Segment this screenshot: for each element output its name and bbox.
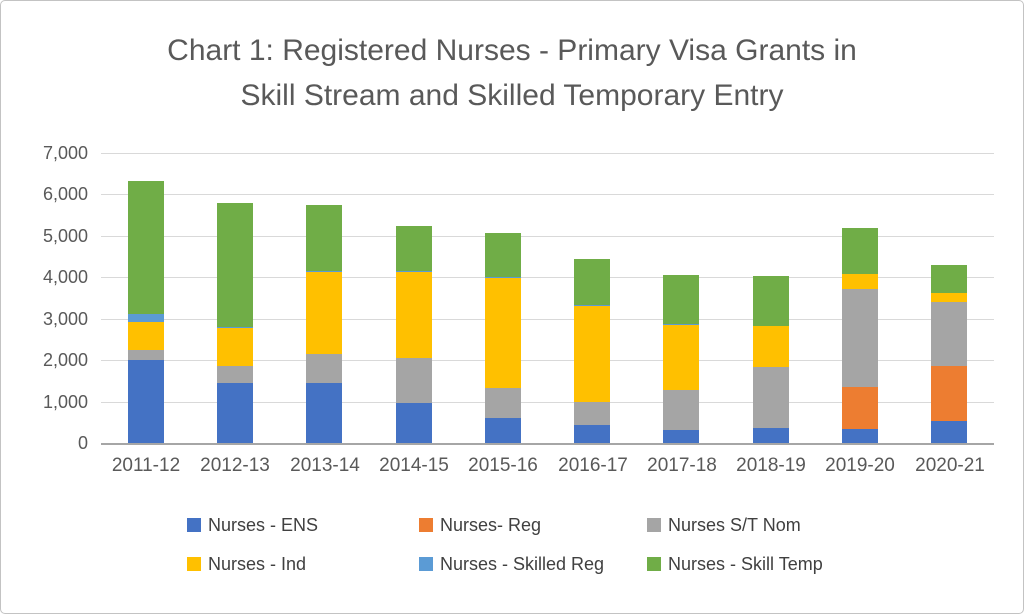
legend-item: Nurses - Ind [187,553,419,575]
legend-label: Nurses - Ind [208,553,307,574]
x-axis-label: 2017-18 [647,455,717,476]
y-axis-tick-label: 4,000 [42,267,88,287]
x-axis-label: 2013-14 [290,455,360,476]
legend-swatch [187,518,201,532]
bar-segment [842,428,878,443]
gridline [101,153,994,154]
bar-segment [306,204,342,272]
legend-swatch [419,557,433,571]
gridline [101,277,994,278]
bar-segment [574,424,610,443]
bar-segment [842,227,878,274]
y-axis-tick-label: 2,000 [42,350,88,370]
bar-segment [842,273,878,289]
y-axis-tick-label: 7,000 [42,143,88,163]
legend-item: Nurses S/T Nom [647,514,823,536]
bar-segment [217,327,253,366]
bar-segment [931,302,967,366]
bar-segment [753,326,789,367]
gridline [101,360,994,361]
chart-title-line-1: Chart 1: Registered Nurses - Primary Vis… [167,34,857,67]
bar-segment [306,272,342,354]
bar-segment [842,288,878,388]
bar-segment [396,271,432,273]
bar-segment [485,232,521,277]
gridline [101,402,994,403]
bar-segment [574,258,610,306]
x-axis-label: 2011-12 [111,455,181,476]
bar-segment [396,226,432,272]
bar-segment [485,276,521,279]
bar-segment [485,388,521,419]
x-axis-label: 2020-21 [915,455,985,476]
legend-swatch [647,518,661,532]
bar-segment [128,360,164,443]
bar-segment [931,293,967,303]
bar-segment [574,402,610,425]
bar-segment [485,278,521,389]
bar-segment [753,366,789,429]
legend-item: Nurses- Reg [419,514,647,536]
bar-segment [128,349,164,361]
bar-segment [128,313,164,322]
legend-item: Nurses - ENS [187,514,419,536]
bar-segment [485,418,521,443]
bar-segment [217,203,253,327]
x-axis-line [101,443,994,445]
bar-segment [128,321,164,350]
y-axis-tick-label: 6,000 [42,184,88,204]
x-axis-label: 2012-13 [200,455,270,476]
x-axis-label: 2019-20 [825,455,895,476]
bar-segment [663,275,699,324]
bar-segment [128,180,164,314]
x-axis-label: 2018-19 [736,455,806,476]
legend-label: Nurses- Reg [440,514,542,535]
x-axis-label: 2015-16 [468,455,538,476]
legend-item: Nurses - Skill Temp [647,553,823,575]
bar-segment [663,323,699,325]
bar-segment [842,387,878,429]
bar-segment [217,365,253,383]
gridline [101,319,994,320]
bar-segment [931,420,967,443]
legend-label: Nurses - ENS [208,514,319,535]
bar-segment [396,357,432,403]
bar-segment [306,271,342,273]
chart-title: Chart 1: Registered Nurses - Primary Vis… [1,28,1023,118]
legend-swatch [419,518,433,532]
bar-segment [663,389,699,431]
bar-segment [753,276,789,327]
y-axis-tick-label: 0 [77,433,88,453]
bar-segment [396,272,432,358]
x-axis-label: 2014-15 [379,455,449,476]
bar-segment [663,324,699,390]
bar-segment [396,402,432,443]
legend-item: Nurses - Skilled Reg [419,553,647,575]
legend-swatch [187,557,201,571]
bar-segment [753,428,789,443]
legend-label: Nurses S/T Nom [668,514,801,535]
y-axis-tick-label: 3,000 [42,309,88,329]
bar-segment [574,306,610,403]
gridline [101,194,994,195]
legend-label: Nurses - Skilled Reg [440,553,605,574]
x-axis-label: 2016-17 [558,455,628,476]
legend: Nurses - ENS Nurses- Reg Nurses S/T Nom Nur… [187,514,823,575]
y-axis-tick-label: 1,000 [42,392,88,412]
bar-segment [306,353,342,384]
bar-segment [931,365,967,421]
bar-segment [217,382,253,443]
gridline [101,236,994,237]
chart-title-line-2: Skill Stream and Skilled Temporary Entry [240,79,784,112]
bar-segment [217,326,253,328]
bar-segment [306,383,342,443]
bar-segment [574,305,610,307]
legend-swatch [647,557,661,571]
y-axis-tick-label: 5,000 [42,226,88,246]
bar-segment [663,430,699,443]
bar-segment [931,264,967,293]
legend-label: Nurses - Skill Temp [668,553,823,574]
